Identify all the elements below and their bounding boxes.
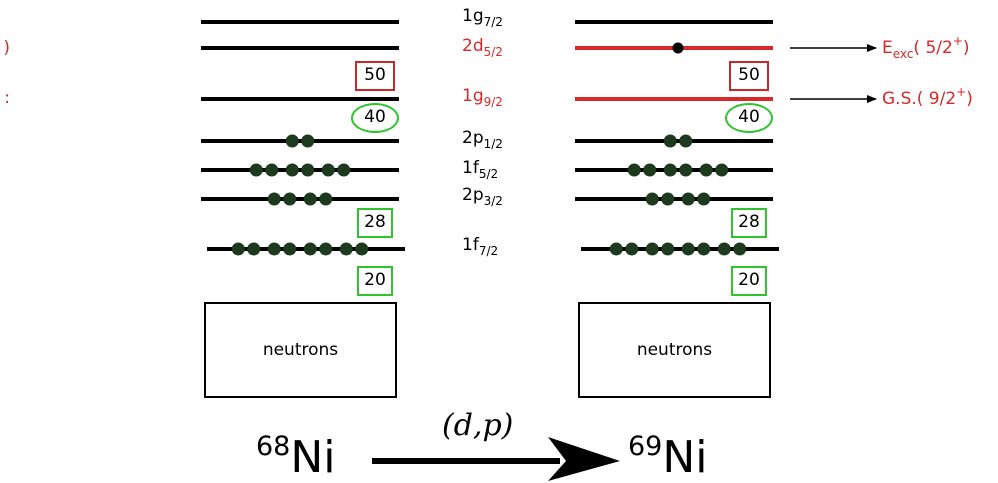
nucleon-dot (283, 242, 297, 256)
nucleon-dot (265, 163, 279, 177)
nucleon-dot (319, 192, 333, 206)
nucleon-dot (609, 242, 623, 256)
nucleon-dot (339, 242, 353, 256)
nucleus-label-left: 68Ni (256, 431, 336, 483)
nucleon-dot (285, 134, 299, 148)
edge-fragment-top: ( (3, 38, 10, 58)
orbital-label-2d5: 2d5/2 (462, 36, 503, 59)
nucleus-label-right: 69Ni (628, 431, 708, 483)
nucleon-dot (699, 163, 713, 177)
reaction-label: (d,p) (442, 408, 514, 443)
ground-state-annotation: G.S.( 9/2+) (882, 85, 973, 109)
magic-number-50-left: 50 (355, 61, 395, 91)
nucleon-dot (697, 192, 711, 206)
nucleon-dot (663, 134, 677, 148)
orbital-label-1f7: 1f7/2 (462, 235, 499, 258)
magic-number-28-left: 28 (357, 208, 393, 238)
magic-number-28-right: 28 (731, 208, 767, 238)
nucleon-dot (627, 163, 641, 177)
nucleon-dot (301, 134, 315, 148)
nucleon-dot (661, 242, 675, 256)
neutron-core-left: neutrons (204, 302, 397, 398)
nucleon-dot (681, 242, 695, 256)
nucleon-dot (663, 163, 677, 177)
magic-number-50-right: 50 (729, 61, 769, 91)
nucleon-dot (303, 192, 317, 206)
nucleon-dot (717, 242, 731, 256)
nucleon-dot (303, 242, 317, 256)
nucleon-dot (247, 242, 261, 256)
nucleon-dot (645, 242, 659, 256)
magic-number-40-left: 40 (351, 103, 399, 133)
nucleon-dots (231, 42, 747, 256)
nucleon-dot (337, 163, 351, 177)
nucleon-dot (715, 163, 729, 177)
nucleon-dot (283, 192, 297, 206)
magic-number-20-right: 20 (731, 266, 767, 296)
magic-number-40-right: 40 (725, 103, 773, 133)
nucleon-dot (355, 242, 369, 256)
orbital-label-1g7: 1g7/2 (462, 6, 503, 29)
nucleon-dot (681, 192, 695, 206)
orbital-label-2p3: 2p3/2 (462, 185, 503, 208)
nucleon-dot (625, 242, 639, 256)
nucleon-dot (231, 242, 245, 256)
nucleon-dot (643, 163, 657, 177)
orbital-label-1g9: 1g9/2 (462, 86, 503, 109)
nucleon-dot (733, 242, 747, 256)
neutron-core-right: neutrons (578, 302, 771, 398)
nucleon-dot (697, 242, 711, 256)
edge-fragment-bottom: : (4, 88, 10, 108)
nucleon-dot (321, 163, 335, 177)
nucleon-dot (319, 242, 333, 256)
nucleon-dot (285, 163, 299, 177)
nucleon-dot (661, 192, 675, 206)
orbital-label-1f5: 1f5/2 (462, 158, 499, 181)
nucleon-dot (679, 134, 693, 148)
reaction-arrow (372, 437, 620, 481)
nucleon-dot (249, 163, 263, 177)
orbital-label-2p1: 2p1/2 (462, 128, 503, 151)
nucleon-dot (301, 163, 315, 177)
exc-state-annotation: Eexc( 5/2+) (882, 34, 970, 61)
nucleon-dot (267, 242, 281, 256)
nucleon-dot (267, 192, 281, 206)
nucleon-dot (679, 163, 693, 177)
nucleon-dot (645, 192, 659, 206)
magic-number-20-left: 20 (357, 266, 393, 296)
nucleon-dot (672, 42, 684, 54)
